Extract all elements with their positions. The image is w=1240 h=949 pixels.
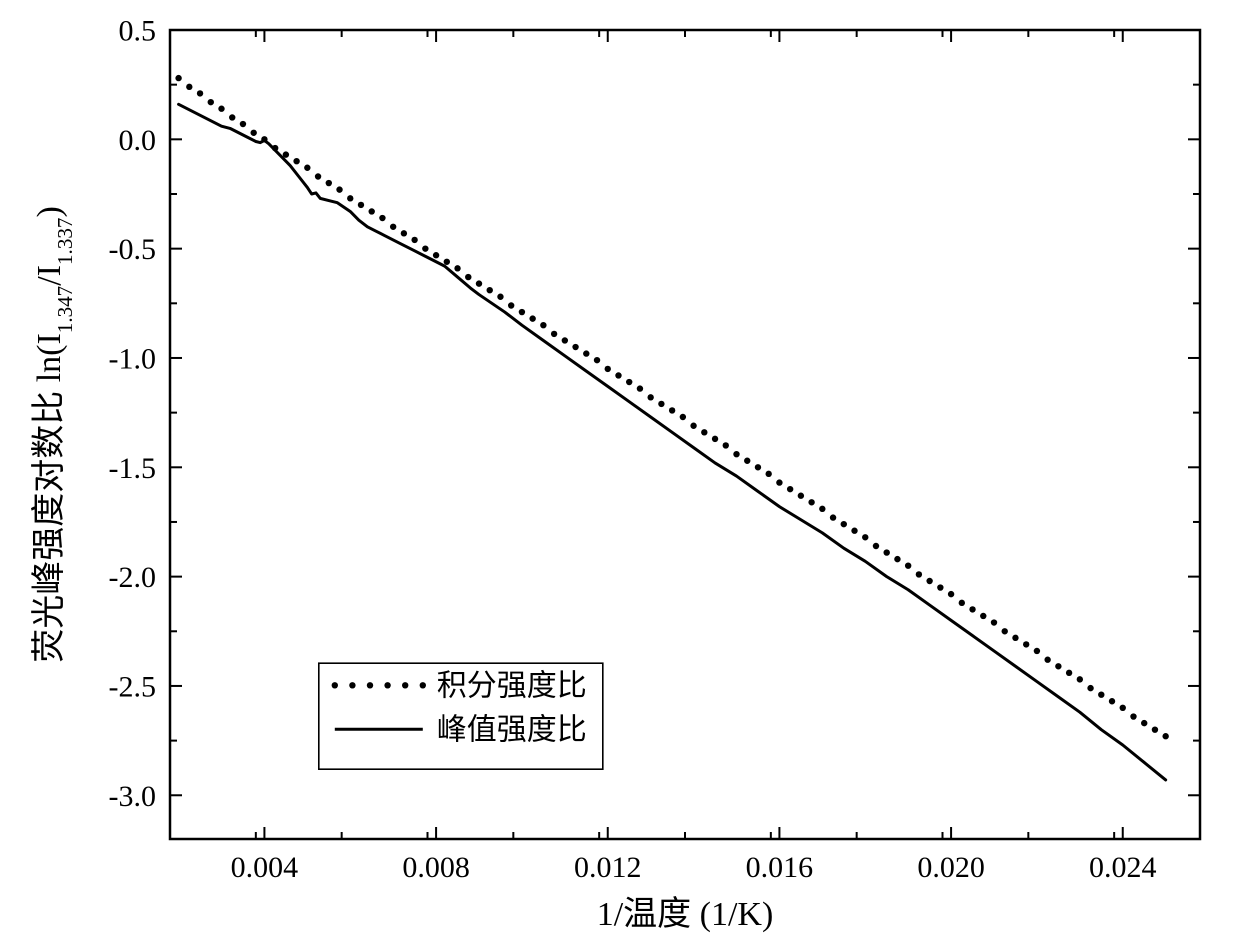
y-tick-label: -3.0: [109, 780, 157, 813]
legend-label: 峰值强度比: [437, 714, 587, 747]
chart-svg: 0.004 0.008 0.012 0.016 0.020 0.024 -3.0 -2.5 -2…: [0, 0, 1240, 949]
x-tick-label: 0.004: [231, 851, 299, 884]
y-tick-label: 0.0: [119, 124, 157, 157]
x-tick-label: 0.008: [402, 851, 470, 884]
x-tick-label: 0.016: [746, 851, 814, 884]
x-tick-label: 0.012: [574, 851, 642, 884]
y-tick-label: -0.5: [109, 233, 157, 266]
x-tick-label: 0.020: [917, 851, 985, 884]
x-axis-label: 1/温度 (1/K): [597, 895, 774, 933]
line-chart: 0.004 0.008 0.012 0.016 0.020 0.024 -3.0 -2.5 -2…: [0, 0, 1240, 949]
y-tick-label: -2.0: [109, 561, 157, 594]
y-tick-label: 0.5: [119, 15, 157, 48]
y-tick-label: -1.5: [109, 452, 157, 485]
x-tick-label: 0.024: [1089, 851, 1157, 884]
legend-label: 积分强度比: [437, 670, 587, 703]
y-tick-label: -1.0: [109, 342, 157, 375]
y-tick-label: -2.5: [109, 670, 157, 703]
